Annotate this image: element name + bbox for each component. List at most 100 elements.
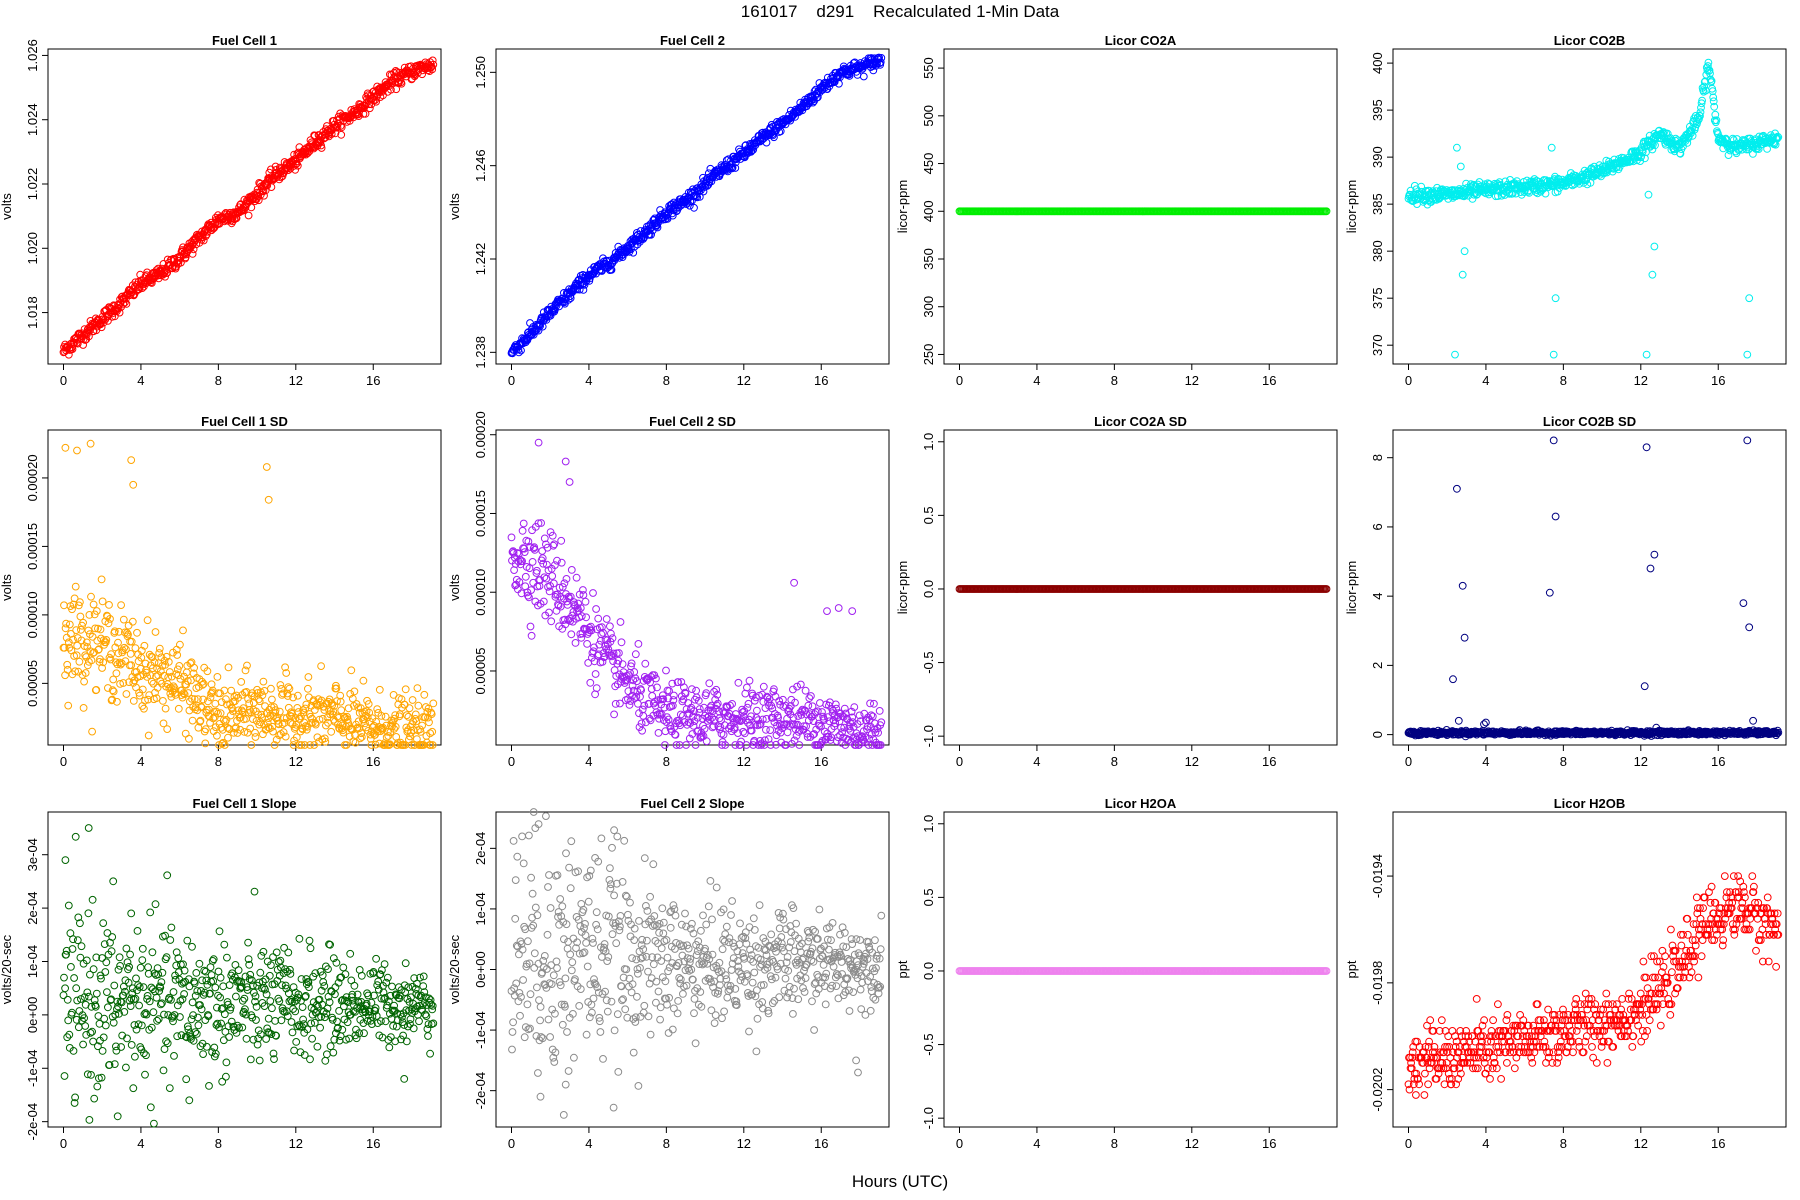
y-tick-label: 1.0 (921, 433, 936, 451)
data-point (262, 463, 271, 471)
data-point (213, 673, 222, 681)
plot-frame (943, 48, 1338, 365)
data-point (717, 716, 725, 725)
data-point (76, 612, 85, 621)
data-point (112, 669, 121, 678)
data-point (163, 725, 172, 733)
data-point (809, 98, 817, 107)
data-point (877, 54, 886, 62)
data-point (88, 727, 96, 736)
data-point (129, 697, 138, 705)
x-tick-label: 0 (508, 754, 515, 769)
data-point (734, 678, 743, 687)
data-point (602, 615, 611, 623)
data-point (1650, 242, 1659, 251)
data-point (743, 683, 751, 692)
data-point (823, 607, 831, 615)
x-tick-label: 16 (814, 754, 828, 769)
data-point (565, 478, 574, 486)
x-tick-label: 4 (585, 754, 592, 769)
y-tick-label: 250 (921, 344, 936, 366)
series-points (955, 585, 1331, 593)
x-tick-label: 16 (1711, 754, 1725, 769)
data-point (267, 684, 275, 693)
data-point (122, 690, 131, 698)
data-point (1322, 207, 1331, 216)
data-point (402, 711, 411, 720)
series-points (59, 439, 438, 749)
data-point (744, 699, 753, 708)
series-points (507, 53, 886, 358)
data-point (662, 666, 670, 675)
data-point (428, 727, 437, 736)
x-tick-label: 0 (1405, 754, 1412, 769)
x-tick-label: 8 (1560, 754, 1567, 769)
data-point (179, 626, 187, 635)
data-point (670, 691, 678, 700)
data-point (1451, 350, 1459, 359)
y-axis-label: volts (0, 193, 14, 220)
data-point (626, 241, 634, 249)
data-point (317, 144, 326, 152)
x-tick-label: 16 (1262, 373, 1276, 388)
data-point (591, 670, 600, 678)
y-tick-label: 0.00015 (25, 523, 40, 570)
data-point (534, 438, 543, 447)
x-tick-label: 4 (1482, 373, 1489, 388)
data-point (577, 633, 586, 642)
data-point (408, 696, 417, 704)
data-point (719, 730, 728, 739)
data-point (97, 323, 106, 332)
x-tick-label: 4 (1033, 754, 1040, 769)
x-tick-label: 12 (289, 754, 303, 769)
data-point (119, 615, 128, 624)
panel-title: Fuel Cell 1 SD (201, 414, 288, 429)
data-point (834, 604, 843, 612)
data-point (105, 601, 113, 609)
x-tick-label: 12 (289, 373, 303, 388)
x-tick-label: 0 (1405, 373, 1412, 388)
data-point (401, 685, 410, 694)
series-points (955, 207, 1331, 216)
data-point (816, 88, 824, 96)
data-point (109, 675, 118, 684)
data-point (375, 685, 384, 694)
y-tick-label: 395 (1370, 99, 1385, 121)
data-point (365, 104, 374, 113)
data-point (337, 706, 346, 715)
data-point (414, 69, 422, 77)
x-tick-label: 12 (1634, 754, 1648, 769)
data-point (688, 685, 696, 693)
data-point (801, 686, 810, 695)
data-point (60, 601, 68, 610)
data-point (1582, 176, 1591, 185)
x-tick-label: 4 (1482, 754, 1489, 769)
data-point (85, 332, 93, 341)
panel-title: Licor CO2A (1105, 33, 1177, 48)
data-point (606, 261, 615, 270)
y-tick-label: 300 (921, 296, 936, 318)
data-point (188, 250, 197, 258)
data-point (411, 710, 420, 719)
x-tick-label: 12 (737, 754, 751, 769)
data-point (807, 692, 815, 700)
data-point (98, 597, 107, 606)
y-axis-label: licor-ppm (1344, 561, 1359, 614)
data-point (207, 680, 216, 689)
data-point (347, 666, 356, 675)
panel-title: Fuel Cell 2 (660, 33, 725, 48)
data-point (188, 716, 197, 725)
y-tick-label: 1.242 (473, 243, 488, 276)
data-point (766, 726, 775, 734)
x-tick-label: 16 (814, 373, 828, 388)
y-tick-label: 380 (1370, 240, 1385, 262)
panel-title: Fuel Cell 2 SD (649, 414, 736, 429)
y-tick-label: 1.250 (473, 56, 488, 89)
data-point (1453, 143, 1461, 152)
data-point (1541, 189, 1550, 198)
data-point (291, 160, 300, 169)
x-tick-label: 16 (366, 373, 380, 388)
